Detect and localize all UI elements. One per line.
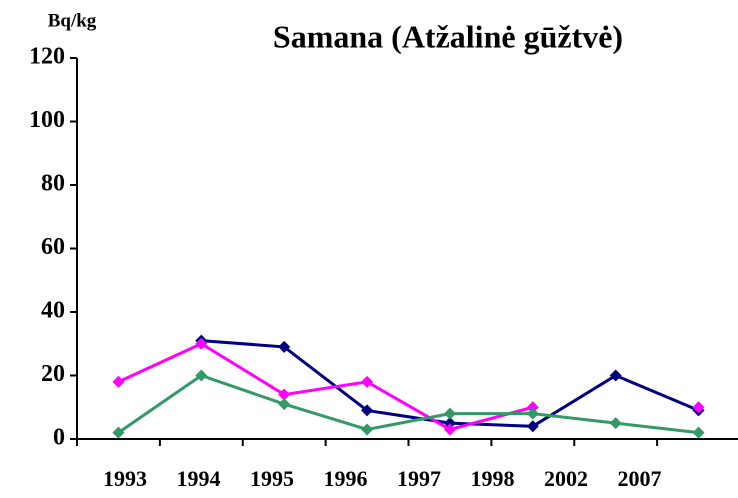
point-marker: [526, 407, 539, 420]
x-tick-label: 1997: [397, 466, 441, 491]
point-marker: [195, 369, 208, 382]
y-tick-label: 120: [29, 44, 65, 70]
y-axis-label: Bq/kg: [48, 10, 97, 31]
point-marker: [278, 398, 291, 411]
point-marker: [526, 401, 539, 414]
y-tick-label: 60: [41, 234, 65, 260]
y-tick-label: 100: [29, 107, 65, 133]
point-marker: [692, 401, 705, 414]
point-marker: [278, 388, 291, 401]
point-marker: [361, 423, 374, 436]
point-marker: [609, 417, 622, 430]
point-marker: [361, 404, 374, 417]
point-marker: [443, 407, 456, 420]
y-tick-label: 0: [53, 425, 65, 451]
point-marker: [112, 426, 125, 439]
point-marker: [609, 369, 622, 382]
point-marker: [443, 417, 456, 430]
point-marker: [278, 340, 291, 353]
x-tick-label: 1994: [177, 466, 221, 491]
point-marker: [112, 375, 125, 388]
x-tick-label: 1998: [471, 466, 515, 491]
y-tick-label: 20: [41, 361, 65, 387]
point-marker: [526, 420, 539, 433]
point-marker: [443, 423, 456, 436]
x-tick-label: 2007: [618, 466, 662, 491]
y-tick-label: 80: [41, 171, 65, 197]
x-tick-label: 2002: [544, 466, 588, 491]
y-tick-label: 40: [41, 298, 65, 324]
chart-title: Samana (Atžalinė gūžtvė): [273, 18, 623, 54]
point-marker: [692, 426, 705, 439]
x-tick-label: 1995: [250, 466, 294, 491]
x-tick-label: 1993: [103, 466, 147, 491]
point-marker: [195, 337, 208, 350]
series-line: [117, 373, 699, 435]
x-tick-label: 1996: [324, 466, 368, 491]
point-marker: [361, 375, 374, 388]
